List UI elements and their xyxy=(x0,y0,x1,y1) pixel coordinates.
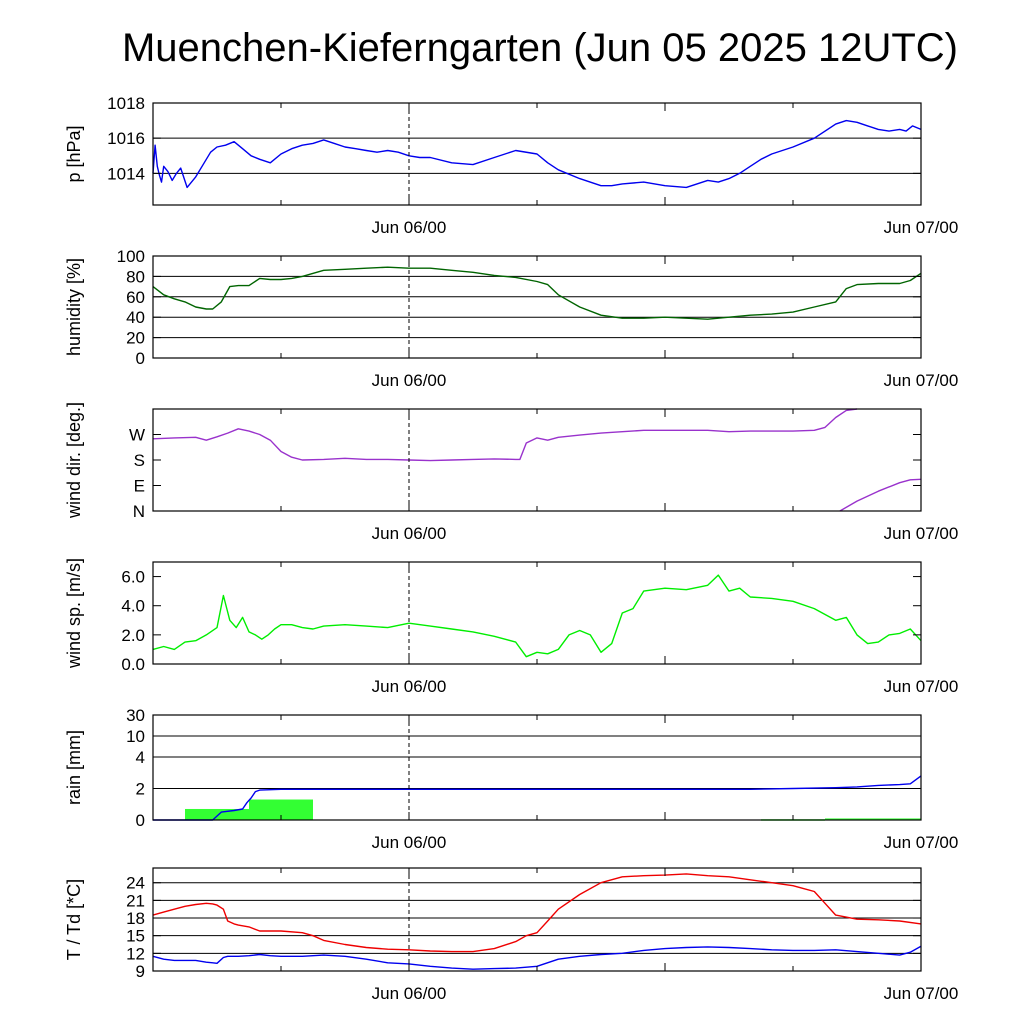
series-line-wind_speed-0 xyxy=(152,574,922,658)
rain-bar xyxy=(249,799,313,820)
panel-rain: 0 2 4 10 30 Jun 06/00 Jun 07/00 rain [mm] xyxy=(64,706,958,852)
y-tick-label: 80 xyxy=(126,267,145,286)
y-tick-label: N xyxy=(133,502,145,521)
y-tick-label: 21 xyxy=(126,891,145,910)
x-tick-label: Jun 06/00 xyxy=(372,371,447,390)
x-tick-label: Jun 06/00 xyxy=(372,833,447,852)
y-tick-label: 15 xyxy=(126,927,145,946)
y-axis-label: T / Td [*C] xyxy=(64,879,84,960)
y-tick-label: 0 xyxy=(136,811,145,830)
y-tick-label: 4.0 xyxy=(121,597,145,616)
y-tick-label: 6.0 xyxy=(121,568,145,587)
chart-title: Muenchen-Kieferngarten (Jun 05 2025 12UT… xyxy=(122,26,958,70)
series-line-rain-0 xyxy=(153,775,922,821)
y-tick-label: 60 xyxy=(126,288,145,307)
y-tick-label: 40 xyxy=(126,308,145,327)
x-tick-label: Jun 06/00 xyxy=(372,677,447,696)
series-line-humidity-0 xyxy=(152,266,922,320)
series-line-pressure-0 xyxy=(152,119,922,189)
x-tick-label: Jun 07/00 xyxy=(884,524,959,543)
y-tick-label: 18 xyxy=(126,909,145,928)
y-tick-label: 2.0 xyxy=(121,626,145,645)
rain-bar xyxy=(185,808,249,820)
y-tick-label: W xyxy=(129,426,145,445)
x-tick-label: Jun 06/00 xyxy=(372,524,447,543)
series-line-wind_direction-0 xyxy=(152,408,858,462)
y-tick-label: 2 xyxy=(136,780,145,799)
series-line-temperature-0 xyxy=(152,873,922,953)
y-axis-label: humidity [%] xyxy=(64,258,84,356)
x-tick-label: Jun 07/00 xyxy=(884,984,959,1003)
panel-frame-wind_speed xyxy=(152,561,922,665)
y-tick-label: 10 xyxy=(126,727,145,746)
y-tick-label: 4 xyxy=(136,748,145,767)
y-axis-label: wind sp. [m/s] xyxy=(64,558,84,669)
rain-bar xyxy=(825,818,921,820)
y-tick-label: S xyxy=(134,451,145,470)
y-axis-label: p [hPa] xyxy=(64,125,84,182)
x-tick-label: Jun 07/00 xyxy=(884,677,959,696)
y-tick-label: 12 xyxy=(126,944,145,963)
x-tick-label: Jun 06/00 xyxy=(372,984,447,1003)
panel-frame-humidity xyxy=(152,255,922,359)
y-tick-label: 9 xyxy=(136,962,145,981)
x-tick-label: Jun 06/00 xyxy=(372,218,447,237)
panel-pressure: 1014 1016 1018 Jun 06/00 Jun 07/00 p [hPa] xyxy=(64,94,958,237)
x-tick-label: Jun 07/00 xyxy=(884,833,959,852)
y-tick-label: 1016 xyxy=(107,129,145,148)
y-axis-label: wind dir. [deg.] xyxy=(64,402,84,519)
y-tick-label: 30 xyxy=(126,706,145,725)
y-tick-label: 0 xyxy=(136,349,145,368)
y-tick-label: 1018 xyxy=(107,94,145,113)
panel-frame-wind_direction xyxy=(152,408,922,512)
y-axis-label: rain [mm] xyxy=(64,730,84,805)
y-tick-label: 24 xyxy=(126,874,145,893)
y-tick-label: 0.0 xyxy=(121,655,145,674)
x-tick-label: Jun 07/00 xyxy=(884,371,959,390)
y-tick-label: E xyxy=(134,477,145,496)
y-tick-label: 1014 xyxy=(107,164,145,183)
series-line-wind_direction-1 xyxy=(839,478,922,512)
series-line-temperature-1 xyxy=(152,945,922,970)
panel-wind_speed: 0.0 2.0 4.0 6.0 Jun 06/00 Jun 07/00 wind sp. [… xyxy=(64,558,958,696)
y-tick-label: 100 xyxy=(117,247,145,266)
y-tick-label: 20 xyxy=(126,329,145,348)
x-tick-label: Jun 07/00 xyxy=(884,218,959,237)
